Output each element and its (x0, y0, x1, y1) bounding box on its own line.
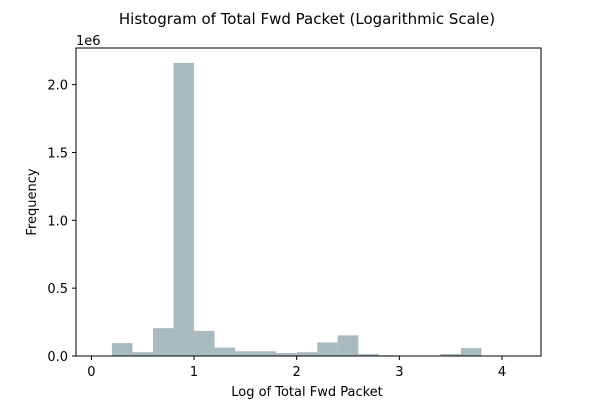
y-tick-label: 2.0 (47, 79, 68, 94)
histogram-bar (152, 328, 174, 356)
histogram-bar (460, 348, 482, 356)
y-tick-label: 1.5 (47, 146, 68, 161)
histogram-bar (337, 335, 359, 356)
histogram-bar (440, 353, 461, 356)
y-axis-ticks: 0.0 0.5 1.0 1.5 2.0 (47, 79, 76, 365)
histogram-bar (194, 330, 215, 356)
histogram-bar (173, 62, 195, 356)
x-axis-ticks: 0 1 2 3 4 (87, 356, 506, 380)
histogram-bar (317, 342, 338, 356)
x-tick-label: 1 (190, 365, 198, 380)
histogram-bar (276, 353, 297, 356)
y-offset-text: 1e6 (76, 34, 101, 49)
histogram-bar (214, 347, 236, 356)
histogram-bar (111, 343, 133, 356)
x-tick-label: 0 (87, 365, 95, 380)
histogram-bar (132, 352, 153, 356)
histogram-bar (255, 351, 277, 356)
histogram-bar (358, 354, 379, 356)
x-axis-label: Log of Total Fwd Packet (231, 385, 383, 400)
bars-group (111, 62, 523, 356)
x-tick-label: 3 (395, 365, 403, 380)
y-tick-label: 1.0 (47, 214, 68, 229)
histogram-bar (296, 352, 318, 356)
chart-title: Histogram of Total Fwd Packet (Logarithm… (119, 10, 495, 28)
y-tick-label: 0.5 (47, 282, 68, 297)
plot-frame (75, 47, 542, 357)
x-tick-label: 4 (498, 365, 506, 380)
x-tick-label: 2 (293, 365, 301, 380)
y-axis-label: Frequency (25, 168, 40, 235)
y-tick-label: 0.0 (47, 350, 68, 365)
histogram-bar (235, 351, 256, 356)
